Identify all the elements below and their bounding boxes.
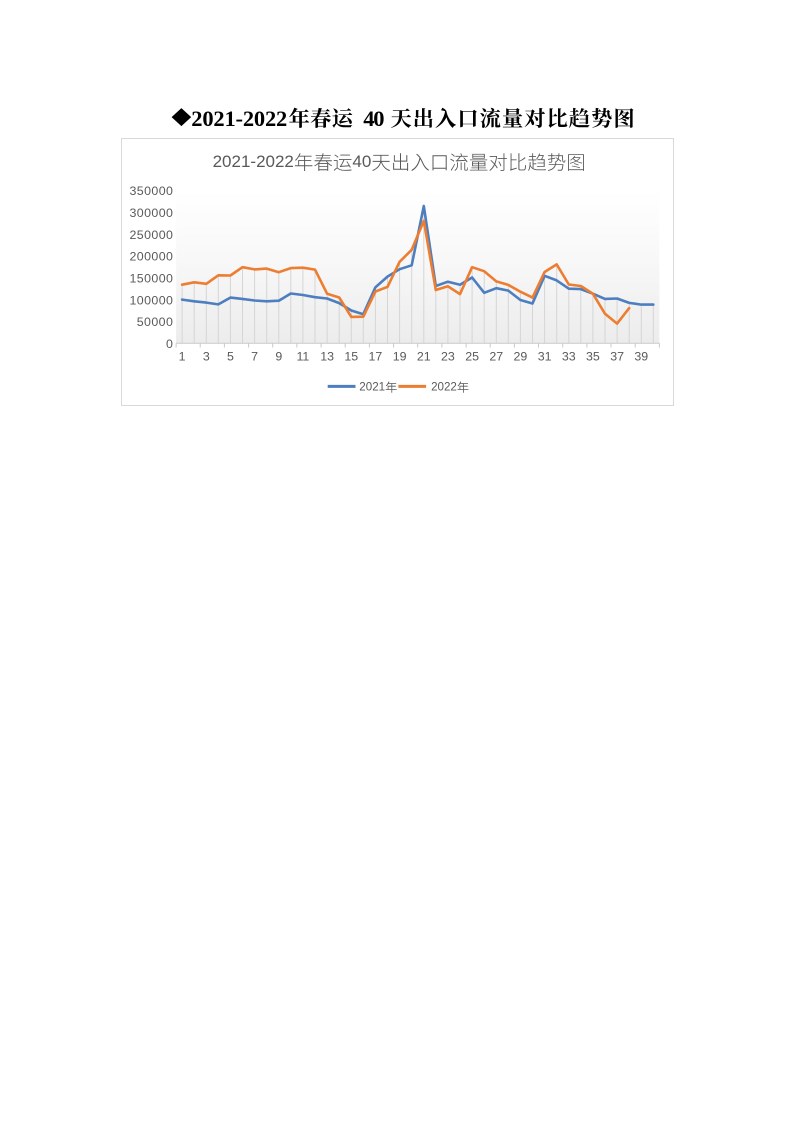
svg-text:13: 13: [320, 349, 334, 363]
svg-text:1: 1: [179, 349, 186, 363]
svg-text:200000: 200000: [130, 250, 173, 264]
svg-text:33: 33: [562, 349, 576, 363]
svg-text:25: 25: [465, 349, 479, 363]
svg-text:9: 9: [275, 349, 282, 363]
svg-text:40: 40: [363, 106, 384, 131]
svg-text:35: 35: [586, 349, 600, 363]
svg-text:350000: 350000: [130, 184, 173, 198]
svg-text:2021-2022: 2021-2022: [213, 152, 294, 171]
svg-text:40: 40: [352, 152, 371, 171]
svg-text:21: 21: [417, 349, 431, 363]
svg-text:3: 3: [203, 349, 210, 363]
svg-text:2022: 2022: [431, 381, 457, 394]
svg-text:19: 19: [393, 349, 407, 363]
svg-text:300000: 300000: [130, 206, 173, 220]
svg-text:0: 0: [166, 337, 173, 351]
svg-text:37: 37: [610, 349, 624, 363]
svg-text:7: 7: [251, 349, 258, 363]
svg-text:100000: 100000: [130, 293, 173, 307]
svg-text:31: 31: [538, 349, 552, 363]
svg-text:2021-2022: 2021-2022: [191, 106, 287, 131]
svg-text:39: 39: [634, 349, 648, 363]
svg-text:27: 27: [489, 349, 503, 363]
svg-text:11: 11: [296, 349, 309, 363]
svg-text:2021: 2021: [359, 381, 385, 394]
svg-text:5: 5: [227, 349, 234, 363]
svg-text:17: 17: [369, 349, 383, 363]
svg-text:29: 29: [514, 349, 528, 363]
svg-text:15: 15: [344, 349, 358, 363]
svg-text:150000: 150000: [130, 272, 173, 286]
svg-text:50000: 50000: [137, 315, 173, 329]
svg-text:23: 23: [441, 349, 455, 363]
svg-text:250000: 250000: [130, 228, 173, 242]
